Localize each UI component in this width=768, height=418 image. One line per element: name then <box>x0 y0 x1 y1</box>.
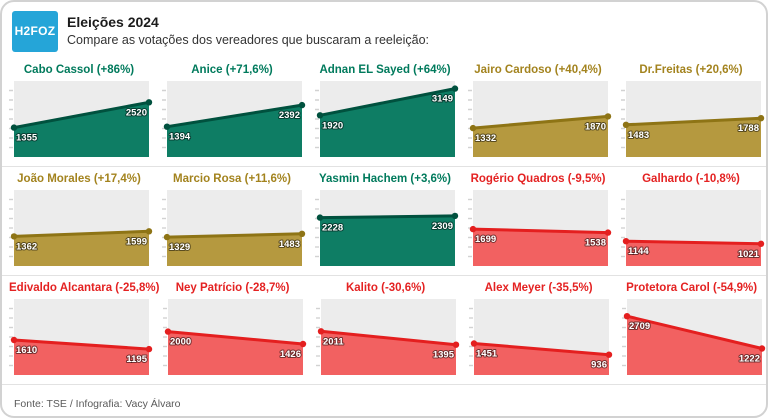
value-label-start: 1920 <box>322 120 343 131</box>
chart-title: Protetora Carol (-54,9%) <box>626 281 758 294</box>
chart-row: João Morales (+17,4%) 1362 1599 Marcio Rosa… <box>2 165 766 275</box>
mini-chart: Edivaldo Alcantara (-25,8%) 1610 1195 <box>2 276 160 384</box>
mini-chart: Galhardo (-10,8%) 1144 1021 <box>614 167 766 275</box>
value-label-start: 1362 <box>16 241 37 252</box>
mini-chart: Anice (+71,6%) 1394 2392 <box>155 58 308 166</box>
value-label-start: 1483 <box>628 130 649 141</box>
slope-chart-svg: 1699 1538 <box>468 189 612 266</box>
chart-title: Galhardo (-10,8%) <box>642 172 740 185</box>
value-label-end: 1870 <box>585 121 606 132</box>
value-label-end: 2309 <box>432 221 453 232</box>
value-label-end: 1599 <box>126 236 147 247</box>
header: H2FOZ Eleições 2024 Compare as votações … <box>2 2 766 58</box>
mini-chart: Alex Meyer (-35,5%) 1451 936 <box>462 276 615 384</box>
value-label-end: 1021 <box>738 249 760 260</box>
chart-title: Yasmin Hachem (+3,6%) <box>319 172 451 185</box>
mini-chart: Ney Patrício (-28,7%) 2000 1426 <box>156 276 309 384</box>
chart-title: Adnan EL Sayed (+64%) <box>319 63 451 76</box>
slope-chart-svg: 2709 1222 <box>621 298 765 375</box>
mini-chart: Yasmin Hachem (+3,6%) 2228 2309 <box>308 167 461 275</box>
page-title: Eleições 2024 <box>67 13 159 30</box>
mini-chart: Protetora Carol (-54,9%) 2709 1222 <box>615 276 766 384</box>
value-label-start: 1610 <box>16 345 37 356</box>
chart-title: Cabo Cassol (+86%) <box>23 63 135 76</box>
chart-title: Alex Meyer (-35,5%) <box>484 281 593 294</box>
value-label-end: 1195 <box>126 354 147 365</box>
value-label-start: 2228 <box>322 223 343 234</box>
chart-title: Marcio Rosa (+11,6%) <box>173 172 291 185</box>
value-label-start: 1332 <box>475 133 496 144</box>
chart-title: Anice (+71,6%) <box>191 63 273 76</box>
slope-chart-svg: 1329 1483 <box>162 189 306 266</box>
value-label-start: 2011 <box>323 336 344 347</box>
chart-title: Rogério Quadros (-9,5%) <box>470 172 606 185</box>
slope-chart-svg: 1144 1021 <box>621 189 765 266</box>
value-label-end: 1395 <box>432 350 454 361</box>
slope-chart-svg: 2228 2309 <box>315 189 459 266</box>
chart-title: Edivaldo Alcantara (-25,8%) <box>9 281 160 294</box>
slope-chart-svg: 1355 2520 <box>9 80 153 157</box>
chart-title: João Morales (+17,4%) <box>17 172 141 185</box>
slope-chart-svg: 1451 936 <box>468 298 612 375</box>
value-label-end: 3149 <box>432 94 453 105</box>
value-label-start: 1451 <box>476 348 498 359</box>
slope-chart-svg: 1394 2392 <box>162 80 306 157</box>
h2foz-logo: H2FOZ <box>12 10 58 52</box>
charts-grid: Cabo Cassol (+86%) 1355 2520 Anice (+71,6%)… <box>2 58 766 384</box>
slope-chart-svg: 2000 1426 <box>162 298 306 375</box>
footer: Fonte: TSE / Infografia: Vacy Álvaro <box>2 383 766 416</box>
chart-title: Kalito (-30,6%) <box>345 281 426 294</box>
value-label-start: 1355 <box>16 133 38 144</box>
slope-chart-svg: 1362 1599 <box>9 189 153 266</box>
mini-chart: Kalito (-30,6%) 2011 1395 <box>309 276 462 384</box>
value-label-start: 1394 <box>169 132 191 143</box>
chart-title: Jairo Cardoso (+40,4%) <box>474 63 602 76</box>
slope-chart-svg: 1920 3149 <box>315 80 459 157</box>
chart-title: Dr.Freitas (+20,6%) <box>639 63 743 76</box>
chart-title: Ney Patrício (-28,7%) <box>175 281 290 294</box>
mini-chart: Rogério Quadros (-9,5%) 1699 1538 <box>461 167 614 275</box>
value-label-end: 2392 <box>279 110 300 121</box>
value-label-end: 1483 <box>279 239 300 250</box>
chart-row: Cabo Cassol (+86%) 1355 2520 Anice (+71,6%)… <box>2 58 766 166</box>
slope-chart-svg: 2011 1395 <box>315 298 459 375</box>
value-label-start: 1144 <box>628 246 649 257</box>
value-label-start: 2000 <box>170 337 191 348</box>
value-label-end: 2520 <box>126 107 147 118</box>
value-label-end: 1538 <box>585 238 606 249</box>
header-text: Eleições 2024 Compare as votações dos ve… <box>67 14 429 49</box>
source-credit: Fonte: TSE / Infografia: Vacy Álvaro <box>14 397 181 410</box>
page-subtitle: Compare as votações dos vereadores que b… <box>67 33 430 48</box>
chart-row: Edivaldo Alcantara (-25,8%) 1610 1195 Ney P… <box>2 274 766 384</box>
value-label-start: 2709 <box>629 321 650 332</box>
value-label-start: 1329 <box>169 242 190 253</box>
slope-chart-svg: 1332 1870 <box>468 80 612 157</box>
value-label-start: 1699 <box>475 234 496 245</box>
slope-chart-svg: 1483 1788 <box>621 80 765 157</box>
value-label-end: 1788 <box>738 123 759 134</box>
mini-chart: Marcio Rosa (+11,6%) 1329 1483 <box>155 167 308 275</box>
mini-chart: Adnan EL Sayed (+64%) 1920 3149 <box>308 58 461 166</box>
value-label-end: 1222 <box>738 353 759 364</box>
mini-chart: Cabo Cassol (+86%) 1355 2520 <box>2 58 155 166</box>
value-label-end: 1426 <box>279 349 300 360</box>
mini-chart: Dr.Freitas (+20,6%) 1483 1788 <box>614 58 766 166</box>
mini-chart: Jairo Cardoso (+40,4%) 1332 1870 <box>461 58 614 166</box>
slope-chart-svg: 1610 1195 <box>9 298 153 375</box>
value-label-end: 936 <box>591 360 607 371</box>
mini-chart: João Morales (+17,4%) 1362 1599 <box>2 167 155 275</box>
